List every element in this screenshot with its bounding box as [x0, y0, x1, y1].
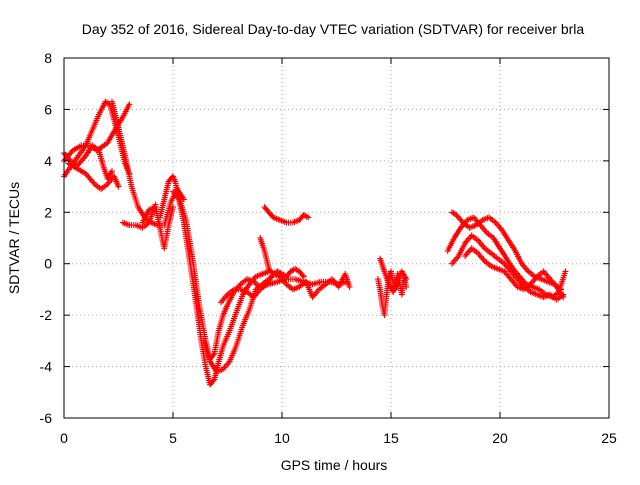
series-trace-13: [261, 204, 312, 226]
y-tick-label: 8: [44, 50, 52, 66]
series-trace-4: [65, 160, 122, 193]
plot-frame: [63, 57, 610, 419]
x-tick-label: 15: [383, 430, 399, 446]
data-markers: [200, 276, 272, 375]
y-tick-label: -4: [40, 359, 53, 375]
y-tick-label: 2: [44, 204, 52, 220]
y-tick-label: -6: [40, 410, 53, 426]
y-tick-labels: -6 -4 -2 0 2 4 6 8: [40, 50, 53, 426]
series-trace-10: [200, 276, 272, 375]
x-tick-label: 0: [60, 430, 68, 446]
data-markers: [65, 160, 122, 193]
x-tick-label: 20: [492, 430, 508, 446]
gridlines: [64, 58, 609, 418]
data-markers: [218, 271, 353, 306]
x-axis-label: GPS time / hours: [281, 457, 388, 473]
series-trace-18: [449, 232, 567, 303]
y-axis-label: SDTVAR / TECUs: [6, 182, 22, 294]
x-tick-label: 10: [274, 430, 290, 446]
series-trace-11: [218, 271, 353, 306]
y-tick-label: -2: [40, 307, 53, 323]
x-tick-labels: 0 5 10 15 20 25: [60, 430, 617, 446]
axis-ticks: [63, 57, 610, 419]
x-tick-label: 25: [601, 430, 617, 446]
chart-title: Day 352 of 2016, Sidereal Day-to-day VTE…: [82, 21, 585, 37]
y-tick-label: 6: [44, 101, 52, 117]
series-trace-12: [257, 235, 307, 280]
series-trace-19: [462, 245, 567, 301]
series-trace-7: [139, 204, 176, 252]
data-markers: [462, 245, 567, 301]
data-markers: [377, 255, 410, 295]
y-tick-label: 4: [44, 153, 52, 169]
x-tick-label: 5: [169, 430, 177, 446]
data-markers: [139, 204, 176, 252]
data-markers: [257, 235, 307, 280]
series-trace-15: [377, 255, 410, 295]
data-markers: [449, 232, 567, 303]
data-markers: [261, 204, 312, 226]
y-tick-label: 0: [44, 256, 52, 272]
data-series: [61, 98, 569, 388]
